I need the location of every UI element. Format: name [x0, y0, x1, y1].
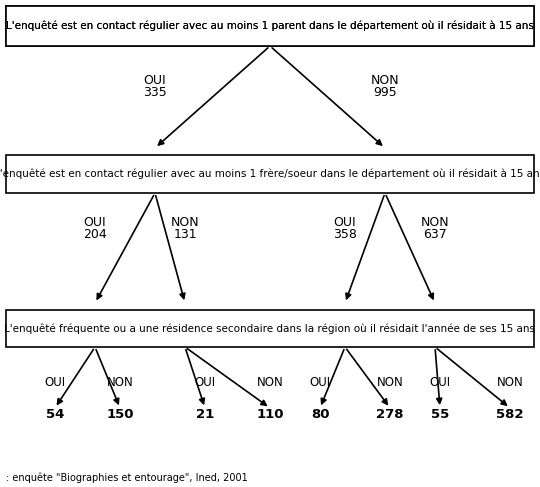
- Text: OUI: OUI: [44, 375, 65, 389]
- Text: L'enquêté est en contact régulier avec au moins 1 frère/soeur dans le départemen: L'enquêté est en contact régulier avec a…: [0, 169, 540, 179]
- Text: 110: 110: [256, 409, 284, 422]
- FancyBboxPatch shape: [6, 6, 534, 46]
- Text: : enquête "Biographies et entourage", Ined, 2001: : enquête "Biographies et entourage", In…: [6, 473, 248, 483]
- Text: 80: 80: [310, 409, 329, 422]
- Text: L'enquêté fréquente ou a une résidence secondaire dans la région où il résidait : L'enquêté fréquente ou a une résidence s…: [4, 323, 536, 334]
- FancyBboxPatch shape: [6, 310, 534, 347]
- Text: 55: 55: [431, 409, 449, 422]
- Text: 335: 335: [143, 87, 167, 99]
- Text: OUI: OUI: [309, 375, 330, 389]
- Text: OUI: OUI: [144, 74, 166, 87]
- Text: NON: NON: [376, 375, 403, 389]
- FancyBboxPatch shape: [6, 155, 534, 193]
- Text: 637: 637: [423, 228, 447, 242]
- Text: OUI: OUI: [429, 375, 450, 389]
- Text: 278: 278: [376, 409, 404, 422]
- Text: 150: 150: [106, 409, 134, 422]
- Text: 204: 204: [83, 228, 107, 242]
- Text: 582: 582: [496, 409, 524, 422]
- Text: 358: 358: [333, 228, 357, 242]
- Text: NON: NON: [106, 375, 133, 389]
- Text: L'enquêté est en contact régulier avec au moins 1 parent dans le département où : L'enquêté est en contact régulier avec a…: [6, 21, 534, 31]
- Text: NON: NON: [497, 375, 523, 389]
- FancyBboxPatch shape: [6, 6, 534, 46]
- Text: NON: NON: [171, 216, 199, 228]
- Text: L'enquêté est en contact régulier avec au moins 1 parent dans le département où : L'enquêté est en contact régulier avec a…: [6, 21, 534, 31]
- Text: 54: 54: [46, 409, 64, 422]
- Text: NON: NON: [421, 216, 449, 228]
- Text: 21: 21: [196, 409, 214, 422]
- Text: 995: 995: [373, 87, 397, 99]
- Text: OUI: OUI: [194, 375, 215, 389]
- Text: NON: NON: [370, 74, 399, 87]
- Text: OUI: OUI: [334, 216, 356, 228]
- Text: NON: NON: [256, 375, 284, 389]
- Text: OUI: OUI: [84, 216, 106, 228]
- Text: 131: 131: [173, 228, 197, 242]
